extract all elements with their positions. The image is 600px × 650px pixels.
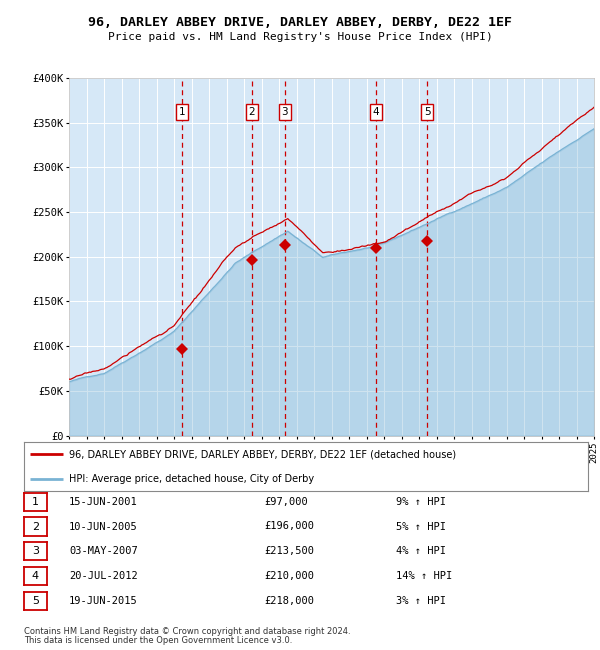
Text: Contains HM Land Registry data © Crown copyright and database right 2024.: Contains HM Land Registry data © Crown c…: [24, 627, 350, 636]
Text: 4: 4: [373, 107, 379, 117]
Text: 15-JUN-2001: 15-JUN-2001: [69, 497, 138, 507]
Text: 14% ↑ HPI: 14% ↑ HPI: [396, 571, 452, 581]
Text: HPI: Average price, detached house, City of Derby: HPI: Average price, detached house, City…: [69, 474, 314, 484]
Text: 5: 5: [32, 595, 39, 606]
Text: 3% ↑ HPI: 3% ↑ HPI: [396, 595, 446, 606]
Text: 96, DARLEY ABBEY DRIVE, DARLEY ABBEY, DERBY, DE22 1EF: 96, DARLEY ABBEY DRIVE, DARLEY ABBEY, DE…: [88, 16, 512, 29]
Text: 1: 1: [179, 107, 185, 117]
Text: 20-JUL-2012: 20-JUL-2012: [69, 571, 138, 581]
Text: 2: 2: [248, 107, 255, 117]
Text: £210,000: £210,000: [264, 571, 314, 581]
Text: 1: 1: [32, 497, 39, 507]
Text: 4% ↑ HPI: 4% ↑ HPI: [396, 546, 446, 556]
Text: £213,500: £213,500: [264, 546, 314, 556]
Text: 03-MAY-2007: 03-MAY-2007: [69, 546, 138, 556]
Text: £218,000: £218,000: [264, 595, 314, 606]
Text: 3: 3: [32, 546, 39, 556]
Text: 19-JUN-2015: 19-JUN-2015: [69, 595, 138, 606]
Text: 4: 4: [32, 571, 39, 581]
Text: £196,000: £196,000: [264, 521, 314, 532]
Text: 5% ↑ HPI: 5% ↑ HPI: [396, 521, 446, 532]
Text: £97,000: £97,000: [264, 497, 308, 507]
Text: This data is licensed under the Open Government Licence v3.0.: This data is licensed under the Open Gov…: [24, 636, 292, 645]
Text: 2: 2: [32, 521, 39, 532]
Text: 5: 5: [424, 107, 431, 117]
Text: Price paid vs. HM Land Registry's House Price Index (HPI): Price paid vs. HM Land Registry's House …: [107, 32, 493, 42]
Text: 3: 3: [281, 107, 288, 117]
Text: 9% ↑ HPI: 9% ↑ HPI: [396, 497, 446, 507]
Text: 10-JUN-2005: 10-JUN-2005: [69, 521, 138, 532]
Text: 96, DARLEY ABBEY DRIVE, DARLEY ABBEY, DERBY, DE22 1EF (detached house): 96, DARLEY ABBEY DRIVE, DARLEY ABBEY, DE…: [69, 449, 456, 459]
